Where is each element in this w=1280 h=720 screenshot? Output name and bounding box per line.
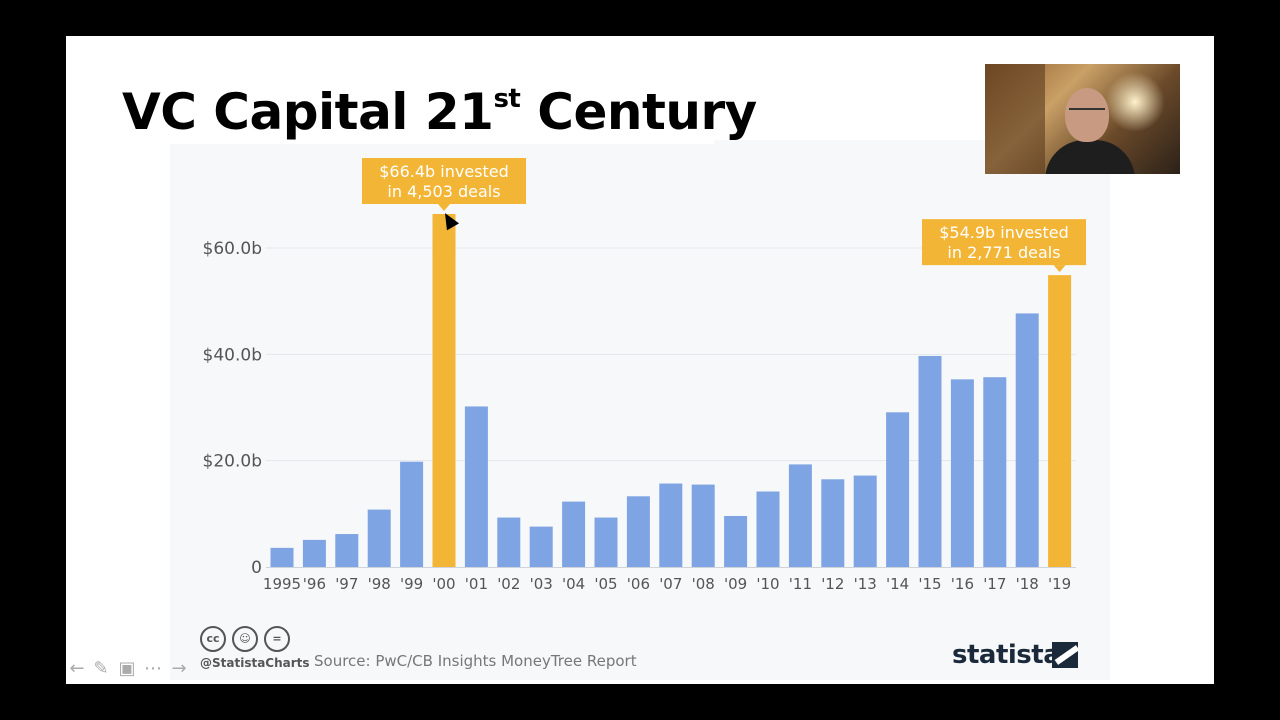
- bar: [367, 509, 391, 567]
- bar: [1015, 313, 1039, 567]
- statista-logo: statista: [952, 640, 1061, 670]
- y-tick-label: $60.0b: [203, 239, 262, 259]
- bar: [950, 379, 974, 567]
- x-tick-label: '12: [821, 575, 844, 593]
- annotation-label: $66.4b invested: [379, 162, 509, 181]
- annotation-box: [362, 158, 526, 204]
- x-tick-label: '01: [465, 575, 488, 593]
- webcam-video: [985, 64, 1180, 174]
- annotation-label: in 2,771 deals: [947, 243, 1060, 262]
- x-tick-label: '97: [335, 575, 358, 593]
- x-tick-label: '18: [1016, 575, 1039, 593]
- cc-icon: cc: [200, 626, 226, 652]
- bar: [562, 501, 586, 567]
- pen-icon[interactable]: ✎: [93, 658, 109, 679]
- nd-icon: =: [264, 626, 290, 652]
- title-text-end: Century: [520, 83, 757, 141]
- bar: [497, 517, 521, 567]
- title-superscript: st: [493, 84, 521, 114]
- annotation-pointer: [438, 204, 450, 211]
- x-tick-label: '15: [918, 575, 941, 593]
- x-tick-label: '13: [854, 575, 877, 593]
- x-tick-label: '08: [692, 575, 715, 593]
- x-tick-label: '03: [530, 575, 553, 593]
- annotation-label: in 4,503 deals: [387, 182, 500, 201]
- x-tick-label: '17: [983, 575, 1006, 593]
- x-tick-label: '10: [756, 575, 779, 593]
- x-tick-label: '04: [562, 575, 585, 593]
- bar: [886, 412, 910, 567]
- bar-chart: 0 $20.0b $40.0b $60.0b 1995'96 '97 '98 '99 '00 '0…: [203, 158, 1086, 593]
- x-tick-label: '07: [659, 575, 682, 593]
- bar: [400, 461, 424, 567]
- annotation-pointer: [1053, 265, 1066, 273]
- webcam-light: [1105, 72, 1165, 132]
- bar: [529, 526, 553, 567]
- bar: [853, 475, 877, 567]
- bar: [788, 464, 812, 567]
- bar: [918, 355, 942, 567]
- bar: [821, 479, 845, 567]
- bar: [302, 539, 326, 567]
- x-tick-label: 1995: [263, 575, 301, 593]
- bar: [983, 377, 1007, 567]
- x-tick-label: '99: [400, 575, 423, 593]
- bar: [691, 484, 715, 567]
- y-tick-label: $40.0b: [203, 345, 262, 365]
- forward-icon[interactable]: →: [171, 658, 187, 679]
- bar: [335, 534, 359, 567]
- y-tick-label: $20.0b: [203, 452, 262, 472]
- more-icon[interactable]: ⋯: [144, 658, 162, 679]
- bar: [464, 406, 488, 567]
- annotation-label: $54.9b invested: [939, 223, 1069, 242]
- x-tick-label: '16: [951, 575, 974, 593]
- title-background: [114, 80, 714, 144]
- annotation-box: [922, 219, 1086, 266]
- webcam-person-body: [1045, 140, 1135, 174]
- x-tick-label: '98: [368, 575, 391, 593]
- webcam-wall: [985, 64, 1045, 174]
- slide: VC Capital 21st Century 0 $20.0b $40.0b $60…: [66, 36, 1214, 684]
- bar: [756, 491, 780, 567]
- slide-title: VC Capital 21st Century: [122, 82, 757, 142]
- statista-handle: @StatistaCharts: [200, 656, 310, 670]
- x-tick-label: '09: [724, 575, 747, 593]
- bar: [626, 496, 650, 567]
- bar: [594, 517, 618, 567]
- bar: [270, 547, 294, 567]
- bar: [724, 515, 748, 567]
- y-tick-label: 0: [251, 558, 262, 578]
- x-tick-label: '06: [627, 575, 650, 593]
- slides-icon[interactable]: ▣: [118, 658, 136, 679]
- x-tick-label: '00: [432, 575, 455, 593]
- webcam-glasses: [1069, 108, 1105, 118]
- x-tick-label: '19: [1048, 575, 1071, 593]
- webcam-person-head: [1065, 88, 1109, 142]
- by-icon: ☺: [232, 626, 258, 652]
- x-tick-label: '02: [497, 575, 520, 593]
- title-text: VC Capital 21: [122, 83, 494, 141]
- x-tick-label: '11: [789, 575, 812, 593]
- x-tick-label: '05: [594, 575, 617, 593]
- statista-logo-mark: [1052, 642, 1078, 668]
- x-tick-label: '14: [886, 575, 909, 593]
- bar: [432, 214, 456, 567]
- back-icon[interactable]: ←: [69, 658, 85, 679]
- chart-source: Source: PwC/CB Insights MoneyTree Report: [314, 652, 637, 670]
- bar: [1048, 275, 1072, 567]
- bar: [659, 483, 683, 567]
- x-tick-label: '96: [303, 575, 326, 593]
